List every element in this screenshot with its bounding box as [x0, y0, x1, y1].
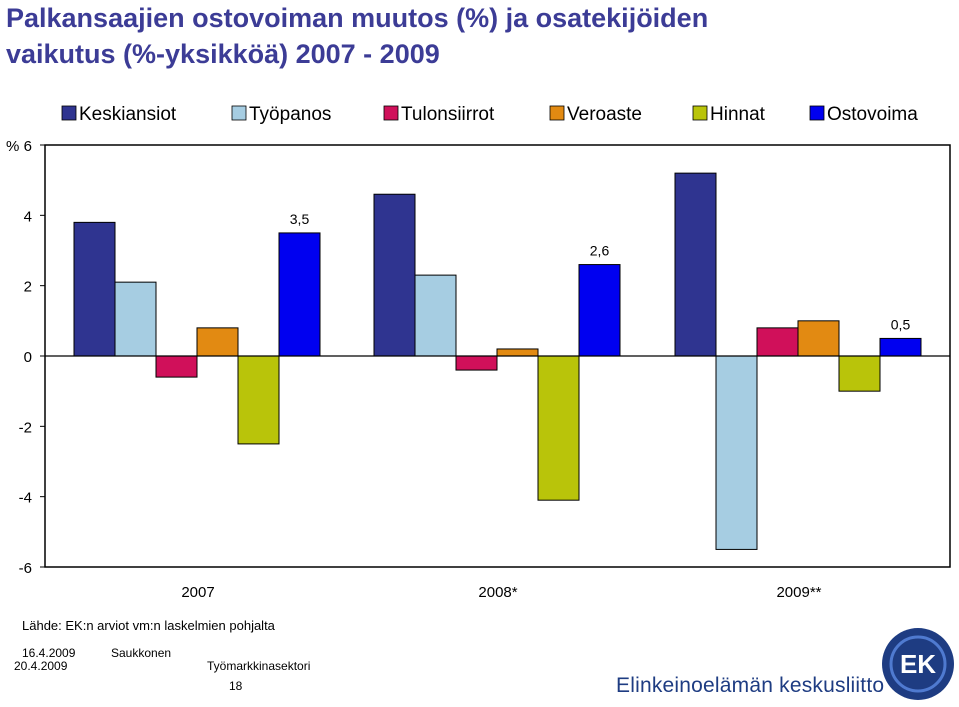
bar [537, 355, 580, 501]
bar [196, 327, 239, 357]
bar [715, 355, 758, 550]
legend-label: Tulonsiirrot [401, 104, 495, 125]
y-tick-label: 0 [24, 349, 32, 366]
legend-swatch [549, 105, 565, 121]
data-label: 3,5 [290, 211, 310, 227]
legend-label: Hinnat [710, 104, 766, 125]
ek-logo: EK [882, 628, 954, 700]
legend-label: Ostovoima [827, 104, 918, 125]
data-label: 2,6 [590, 243, 610, 259]
bar-chart: 6 4 2 0 -2 -4 -6% Keskiansiot Työpanos Tulonsiirr… [6, 104, 951, 601]
legend-label: Työpanos [249, 104, 331, 125]
legend-swatch [383, 105, 399, 121]
bar [155, 355, 198, 378]
legend-swatch [231, 105, 247, 121]
y-tick-label: -4 [19, 490, 32, 507]
title-line-2: vaikutus (%-yksikköä) 2007 - 2009 [6, 39, 440, 69]
footer-date-1: 16.4.2009 [22, 646, 76, 660]
data-label: 0,5 [891, 316, 911, 332]
bar [373, 193, 416, 357]
organization-name: Elinkeinoelämän keskusliitto [616, 674, 885, 697]
bar [879, 337, 922, 357]
footer-date-2: 20.4.2009 [14, 659, 68, 673]
legend-swatch [61, 105, 77, 121]
chart-title: Palkansaajien ostovoiman muutos (%) ja o… [6, 0, 906, 72]
legend-swatch [809, 105, 825, 121]
legend-swatch [692, 105, 708, 121]
ek-logo-text: EK [900, 649, 936, 679]
bar [838, 355, 881, 392]
bar [674, 172, 717, 357]
bar [578, 264, 621, 357]
footer-department: Työmarkkinasektori [207, 659, 311, 673]
bar [73, 221, 116, 357]
bar [496, 348, 539, 357]
y-tick-label: -6 [19, 560, 32, 577]
y-tick-label: -2 [19, 419, 32, 436]
bar [797, 320, 840, 357]
source-note: Lähde: EK:n arviot vm:n laskelmien pohja… [22, 618, 275, 633]
x-category-label: 2007 [181, 584, 214, 601]
footer-page-number: 18 [229, 679, 243, 693]
legend-label: Veroaste [567, 104, 642, 125]
bar [237, 355, 280, 445]
y-tick-label: 4 [24, 208, 32, 225]
legend-label: Keskiansiot [79, 104, 177, 125]
bar [414, 274, 457, 357]
x-category-label: 2009** [776, 584, 821, 601]
y-tick-label: 6 [24, 138, 32, 155]
bar [114, 281, 157, 357]
y-axis-label: % [6, 138, 19, 155]
bar [278, 232, 321, 357]
bar [756, 327, 799, 357]
x-category-label: 2008* [478, 584, 517, 601]
footer-author: Saukkonen [111, 646, 172, 660]
title-line-1: Palkansaajien ostovoiman muutos (%) ja o… [6, 3, 709, 33]
bar [455, 355, 498, 371]
y-tick-label: 2 [24, 279, 32, 296]
